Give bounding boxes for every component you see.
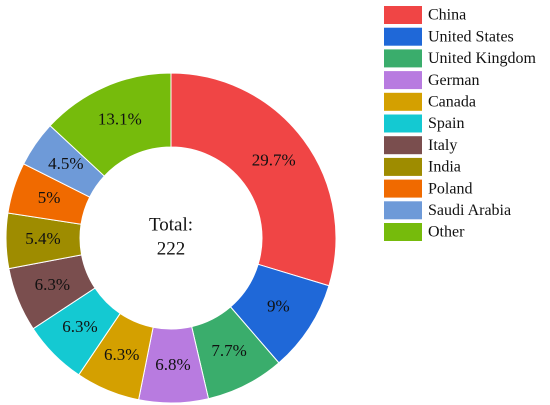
legend-swatch [384, 71, 422, 90]
legend-swatch [384, 201, 422, 220]
data-label: 6.3% [35, 275, 70, 294]
data-label: 7.7% [211, 341, 246, 360]
legend-swatch [384, 179, 422, 198]
legend-label: China [428, 7, 466, 24]
data-label: 9% [267, 297, 290, 316]
legend-label: Italy [428, 137, 457, 154]
legend-label: India [428, 159, 461, 176]
center-total: 222 [157, 238, 186, 259]
data-label: 13.1% [98, 110, 142, 129]
legend-swatch [384, 157, 422, 176]
data-label: 29.7% [252, 151, 296, 170]
donut-segment [170, 72, 337, 287]
data-label: 6.8% [155, 355, 190, 374]
data-label: 6.3% [62, 317, 97, 336]
legend-swatch [384, 92, 422, 111]
legend-label: Poland [428, 180, 472, 197]
legend-label: United States [428, 28, 514, 45]
legend-swatch [384, 49, 422, 68]
data-label: 4.5% [48, 154, 83, 173]
legend-swatch [384, 114, 422, 133]
legend-label: Saudi Arabia [428, 202, 511, 219]
legend-label: United Kingdom [428, 50, 537, 67]
data-label: 5% [38, 188, 61, 207]
legend-swatch [384, 223, 422, 241]
legend-label: Canada [428, 93, 476, 110]
legend-label: German [428, 72, 480, 89]
legend-swatch [384, 27, 422, 46]
center-title: Total: [149, 214, 193, 235]
legend-swatch [384, 6, 422, 24]
data-label: 6.3% [104, 345, 139, 364]
donut-segment [49, 72, 172, 177]
legend-swatch [384, 136, 422, 155]
legend-label: Spain [428, 115, 464, 132]
legend-label: Other [428, 224, 465, 241]
data-label: 5.4% [25, 229, 60, 248]
